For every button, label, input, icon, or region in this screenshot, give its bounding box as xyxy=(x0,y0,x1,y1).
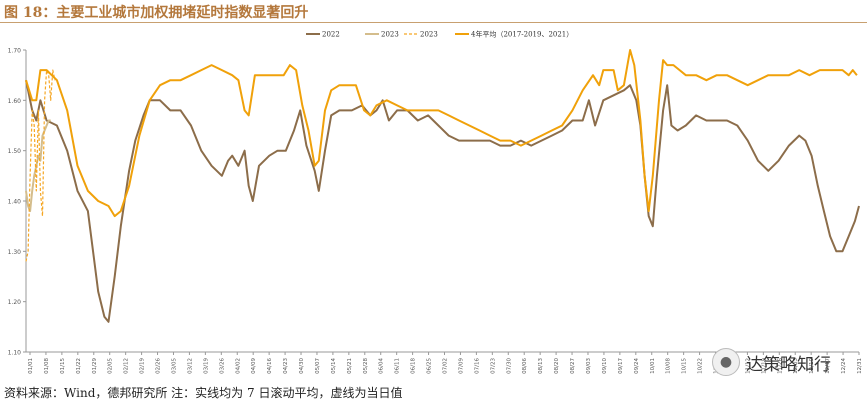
x-tick-label: 11/19 xyxy=(761,358,767,374)
x-tick-label: 03/12 xyxy=(187,358,193,374)
x-tick-label: 09/17 xyxy=(618,358,624,374)
x-tick-label: 02/12 xyxy=(124,358,130,374)
y-tick-label: 1.30 xyxy=(8,249,22,256)
x-tick-label: 02/26 xyxy=(156,358,162,374)
title-divider xyxy=(0,22,867,23)
x-tick-label: 12/24 xyxy=(841,358,847,374)
x-tick-label: 07/09 xyxy=(458,358,464,374)
x-tick-label: 04/16 xyxy=(267,358,273,374)
legend-label-1: 2023 xyxy=(381,31,399,39)
watermark-text: 达策略知行 xyxy=(746,354,831,375)
x-tick-label: 04/02 xyxy=(235,358,241,374)
series-line-1 xyxy=(25,119,51,213)
x-tick-label: 08/20 xyxy=(554,358,560,374)
x-tick-label: 11/12 xyxy=(745,358,751,374)
x-tick-label: 02/05 xyxy=(108,358,114,374)
x-tick-label: 06/04 xyxy=(379,358,385,374)
x-tick-label: 01/01 xyxy=(28,358,34,374)
y-tick-label: 1.60 xyxy=(8,98,22,105)
x-tick-label: 05/07 xyxy=(315,358,321,374)
series-line-3 xyxy=(25,49,858,218)
legend-label-2: 2023 xyxy=(420,31,438,39)
x-tick-label: 01/15 xyxy=(60,358,66,374)
x-tick-label: 06/18 xyxy=(411,358,417,374)
x-tick-label: 04/23 xyxy=(283,358,289,374)
x-tick-label: 12/31 xyxy=(857,358,863,374)
x-tick-label: 08/06 xyxy=(522,358,528,374)
y-tick-label: 1.10 xyxy=(8,350,22,357)
x-tick-label: 07/16 xyxy=(474,358,480,374)
x-tick-label: 08/13 xyxy=(538,358,544,374)
x-tick-label: 04/30 xyxy=(299,358,305,374)
x-tick-label: 03/26 xyxy=(219,358,225,374)
wechat-icon: ● xyxy=(712,348,740,376)
x-tick-label: 04/09 xyxy=(251,358,257,374)
x-tick-label: 06/25 xyxy=(427,358,433,374)
series-line-2 xyxy=(25,69,56,262)
source-note: 资料来源：Wind，德邦研究所 注：实线均为 7 日滚动平均，虚线为当日值 xyxy=(4,386,403,400)
x-tick-label: 05/14 xyxy=(331,358,337,374)
legend-label-0: 2022 xyxy=(322,31,340,39)
x-tick-label: 09/24 xyxy=(634,358,640,374)
x-tick-label: 05/21 xyxy=(347,358,353,374)
x-tick-label: 09/10 xyxy=(602,358,608,374)
x-tick-label: 10/01 xyxy=(650,358,656,374)
line-chart: 1.10 1.20 1.30 1.40 1.50 1.60 1.70 01/01 01/08 01… xyxy=(8,30,863,374)
x-tick-label: 09/03 xyxy=(586,358,592,374)
x-tick-label: 02/19 xyxy=(140,358,146,374)
y-tick-label: 1.50 xyxy=(8,148,22,155)
watermark: ● 达策略知行 xyxy=(712,348,831,376)
x-tick-label: 10/08 xyxy=(666,358,672,374)
x-tick-label: 05/28 xyxy=(363,358,369,374)
y-tick-label: 1.20 xyxy=(8,299,22,306)
x-tick-label: 11/26 xyxy=(777,358,783,374)
y-tick-label: 1.70 xyxy=(8,48,22,55)
x-tick-label: 03/19 xyxy=(203,358,209,374)
y-tick-label: 1.40 xyxy=(8,199,22,206)
x-tick-label: 07/02 xyxy=(443,358,449,374)
x-tick-label: 12/17 xyxy=(825,358,831,374)
x-tick-label: 06/11 xyxy=(395,358,401,374)
series-line-0 xyxy=(25,79,860,323)
x-tick-label: 03/05 xyxy=(171,358,177,374)
title-bar: 图 18：主要工业城市加权拥堵延时指数显著回升 xyxy=(0,0,867,24)
x-tick-label: 12/10 xyxy=(809,358,815,374)
x-tick-label: 12/03 xyxy=(793,358,799,374)
x-tick-label: 10/15 xyxy=(682,358,688,374)
x-tick-label: 10/22 xyxy=(698,358,704,374)
x-tick-label: 07/23 xyxy=(490,358,496,374)
x-tick-label: 07/30 xyxy=(506,358,512,374)
x-tick-label: 01/22 xyxy=(76,358,82,374)
legend-label-3: 4年平均（2017-2019、2021） xyxy=(471,30,573,39)
x-tick-label: 08/27 xyxy=(570,358,576,374)
x-tick-label: 01/08 xyxy=(44,358,50,374)
x-tick-label: 01/29 xyxy=(92,358,98,374)
page-title: 图 18：主要工业城市加权拥堵延时指数显著回升 xyxy=(4,5,309,21)
